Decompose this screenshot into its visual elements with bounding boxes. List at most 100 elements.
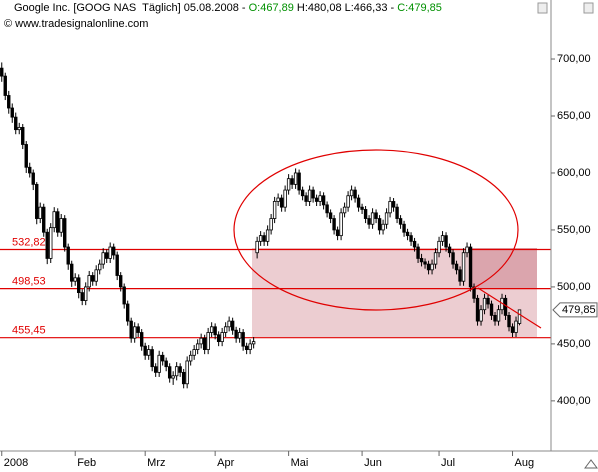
candle-body (465, 246, 469, 254)
trend-line (477, 287, 542, 329)
candle-body (17, 126, 21, 131)
candle-body (7, 95, 11, 109)
y-tick-label: 600,00 (557, 167, 591, 179)
candle-body (479, 309, 483, 322)
candle-body (164, 360, 168, 368)
candle-body (129, 320, 133, 339)
candle-body (353, 189, 357, 199)
candle-body (220, 332, 224, 343)
plot (0, 62, 551, 389)
candle-body (185, 360, 189, 385)
x-tick-label: Apr (217, 457, 234, 469)
candle-body (300, 189, 305, 197)
candle-body (433, 252, 438, 265)
candle-body (416, 246, 420, 259)
candle-body (192, 349, 196, 356)
candle-body (146, 349, 151, 356)
header-name: Google Inc. [GOOG NAS Täglich] 05.08.200… (14, 2, 249, 14)
candle-body (21, 126, 25, 145)
candle-body (440, 235, 445, 242)
candle-body (199, 337, 203, 345)
candle-body (290, 178, 294, 185)
candle-body (398, 218, 403, 225)
candle-body (339, 212, 343, 237)
candle-body (419, 258, 424, 263)
candle-body (461, 252, 466, 282)
candle-body (381, 223, 385, 231)
x-tick-label: Mai (291, 457, 309, 469)
candle-body (279, 197, 284, 208)
candle-body (38, 206, 42, 219)
candle-body (244, 345, 249, 350)
window-button[interactable] (583, 2, 594, 14)
candle-body (318, 195, 322, 202)
candle-body (206, 332, 210, 350)
candle-body (395, 206, 399, 219)
candle-body (14, 116, 18, 131)
candle-body (444, 235, 448, 248)
candle-body (510, 326, 515, 333)
horizontal-line-label: 498,53 (12, 275, 46, 287)
candle-body (248, 343, 252, 350)
candle-body (105, 252, 109, 259)
candle-body (328, 212, 333, 219)
candle-body (458, 269, 462, 282)
candle-body (360, 206, 364, 210)
candle-body (80, 292, 84, 301)
candle-body (143, 345, 147, 356)
candle-body (111, 246, 116, 256)
candle-body (325, 204, 329, 214)
pattern-ellipse (233, 149, 519, 311)
candle-body (227, 320, 231, 328)
candle-body (150, 349, 154, 368)
candle-body (174, 366, 179, 377)
candle-body (171, 375, 175, 379)
horizontal-line-label: 532,82 (12, 236, 46, 248)
candle-body (84, 286, 88, 301)
candle-body (468, 246, 473, 288)
x-tick-label: Mrz (147, 457, 165, 469)
candle-body (307, 189, 312, 202)
candle-body (115, 254, 119, 276)
candle-body (77, 277, 81, 294)
shaded-zone-dark (470, 248, 537, 288)
candle-body (363, 209, 368, 219)
candle-body (356, 197, 361, 208)
candle-body (412, 240, 417, 248)
window-button[interactable] (537, 2, 548, 14)
candle-body (258, 235, 263, 242)
header: Google Inc. [GOOG NAS Täglich] 05.08.200… (0, 0, 442, 16)
candle-body (70, 263, 74, 282)
candle-body (342, 206, 347, 214)
candle-body (276, 197, 280, 202)
candle-body (234, 329, 238, 339)
header-hl: H:480,08 L:466,33 - (293, 2, 398, 14)
candle-body (213, 326, 217, 336)
candle-body (230, 320, 235, 331)
candle-body (423, 261, 427, 265)
candle-body (493, 315, 497, 322)
candle-body (482, 297, 487, 311)
header-close: C:479,85 (397, 2, 442, 14)
candle-body (181, 371, 186, 385)
candle-body (153, 366, 158, 373)
y-tick-label: 550,00 (557, 224, 591, 236)
candle-body (451, 252, 455, 265)
candle-body (10, 107, 14, 118)
watermark: © www.tradesignalonline.com (4, 18, 148, 30)
candle-body (402, 223, 406, 233)
resize-icon[interactable] (584, 459, 598, 469)
x-tick-label: Feb (77, 457, 96, 469)
candle-body (286, 178, 291, 191)
x-tick-label: Jun (364, 457, 382, 469)
candle-body (489, 303, 494, 316)
candle-body (475, 297, 480, 322)
candle-body (56, 211, 60, 233)
candle-body (388, 201, 392, 214)
candle-body (517, 309, 522, 324)
candle-body (66, 246, 70, 265)
candle-body (251, 341, 256, 345)
candle-body (262, 235, 266, 242)
